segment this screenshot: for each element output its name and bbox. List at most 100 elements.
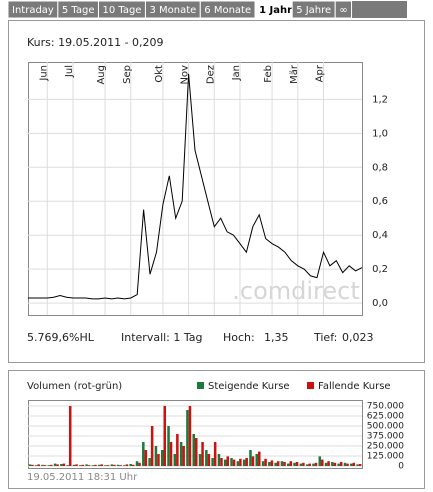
volume-bar [251, 456, 255, 466]
tab-label[interactable]: Intraday [12, 5, 54, 16]
volume-bar [182, 446, 185, 466]
x-tick-label: Dez [205, 65, 216, 84]
volume-bar [47, 465, 51, 466]
volume-bar [289, 461, 293, 466]
volume-bar [62, 463, 66, 466]
volume-bar [66, 465, 69, 466]
y-tick-label: 0,0 [372, 298, 388, 309]
tab-label[interactable]: 5 Tage [62, 5, 95, 16]
tab[interactable] [334, 0, 353, 19]
volume-bar [110, 464, 114, 466]
y-tick-label: 750.000 [367, 402, 404, 412]
volume-bar [188, 406, 192, 466]
volume-bar [56, 464, 59, 466]
stat-high-label: Hoch: [223, 331, 255, 344]
volume-bar [343, 462, 347, 466]
x-tick-label: Jun [38, 65, 49, 82]
volume-bar [31, 464, 34, 466]
y-tick-label: 0,8 [372, 162, 388, 173]
volume-bar [264, 458, 267, 466]
volume-bar [312, 463, 315, 466]
volume-bar [327, 461, 330, 466]
tab-label[interactable]: 5 Jahre [296, 5, 331, 16]
volume-bar [217, 454, 221, 466]
tab-label[interactable]: 10 Tage [102, 5, 141, 16]
volume-bar [350, 463, 353, 466]
volume-bar [236, 461, 240, 466]
volume-bar [245, 458, 248, 466]
x-tick-label: Feb [263, 65, 274, 83]
volume-bar [276, 461, 280, 466]
volume-bar [34, 465, 38, 466]
volume-bar [201, 442, 204, 466]
x-tick-label: Aug [96, 65, 107, 85]
volume-bar [232, 459, 236, 466]
volume-bar [287, 463, 290, 466]
volume-bar [138, 462, 141, 466]
tab-label[interactable]: 3 Monate [149, 5, 196, 16]
y-tick-label: 250.000 [367, 442, 404, 452]
volume-bar [213, 442, 217, 466]
volume-bar [154, 446, 158, 466]
x-tick-label: Okt [154, 65, 165, 83]
volume-bar [135, 461, 139, 466]
volume-bar [37, 464, 40, 466]
volume-bar [223, 459, 227, 466]
volume-bar [41, 464, 44, 466]
volume-bar [123, 465, 126, 466]
volume-bar [356, 464, 359, 466]
y-tick-label: 0,2 [372, 264, 388, 275]
y-tick-label: 625.000 [367, 412, 404, 422]
volume-bar [358, 464, 362, 466]
volume-bar [72, 464, 76, 466]
stat-hl: 5.769,6%HL [27, 331, 95, 344]
legend-swatch [197, 382, 204, 389]
volume-bar [352, 462, 356, 466]
volume-bar [186, 410, 189, 466]
volume-bar [270, 460, 274, 466]
volume-bar [94, 464, 97, 466]
volume-bar [324, 462, 328, 466]
volume-bar [148, 458, 151, 466]
volume-bar [339, 462, 343, 466]
volume-bar [318, 456, 322, 466]
volume-bar [226, 456, 230, 466]
x-tick-label: Jan [231, 65, 242, 81]
volume-bar [346, 463, 349, 466]
volume-bar [104, 465, 107, 466]
volume-bar [87, 465, 91, 466]
volume-bar [280, 461, 284, 466]
tab-label[interactable]: 6 Monate [204, 5, 251, 16]
volume-bar [160, 450, 164, 466]
watermark: .comdirect [232, 277, 360, 305]
timestamp: 19.05.2011 18:31 Uhr [27, 472, 138, 483]
volume-bar [192, 434, 195, 466]
volume-bar [53, 463, 57, 466]
volume-bar [144, 450, 148, 466]
volume-bar [131, 464, 135, 466]
volume-bar [75, 464, 78, 466]
volume-bar [167, 426, 170, 466]
volume-bar [195, 438, 198, 466]
volume-bar [295, 462, 299, 466]
tab-label[interactable]: ∞ [339, 5, 347, 16]
chart-title: Kurs: 19.05.2011 - 0,209 [27, 36, 164, 49]
volume-bar [321, 459, 324, 466]
price-line [28, 73, 363, 300]
volume-bar [179, 442, 183, 466]
tab-label[interactable]: 1 Jahr [259, 5, 292, 16]
volume-title: Volumen (rot-grün) [27, 381, 122, 392]
volume-bar [305, 464, 309, 466]
volume-bar [60, 464, 63, 466]
y-tick-label: 0 [398, 462, 404, 472]
volume-bar [314, 462, 318, 466]
y-tick-label: 1,0 [372, 128, 388, 139]
x-tick-label: Sep [122, 65, 133, 84]
volume-bar [198, 454, 202, 466]
volume-bar [239, 458, 242, 466]
x-tick-label: Mär [289, 64, 300, 84]
volume-bar [169, 442, 173, 466]
stat-interval: Intervall: 1 Tag [121, 331, 203, 344]
